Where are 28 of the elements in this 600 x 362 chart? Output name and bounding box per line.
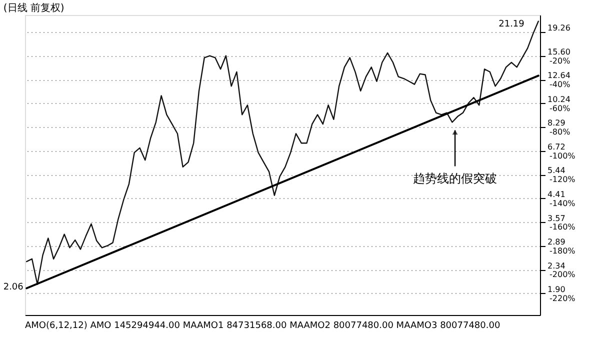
y-tick-label: 10.24	[548, 94, 570, 104]
y2-tick-label: -40%	[550, 80, 571, 90]
y-tick-label: 2.89	[548, 238, 566, 247]
text: AMO(6,12,12) AMO 145294944.00 MAAMO1 84731568.00 MAAMO2 80077480.00 MAAMO3 80077480.00	[25, 321, 500, 331]
y2-tick-label: -100%	[550, 151, 576, 160]
y-tick-label: 15.60	[548, 47, 570, 56]
y-tick-label: 12.64	[548, 71, 570, 80]
y-tick-label: 3.57	[548, 214, 566, 223]
y2-tick-label: -160%	[550, 222, 576, 232]
data-label: 2.06	[3, 282, 24, 292]
y2-tick-label: -180%	[550, 246, 576, 256]
y-tick-label: 8.29	[548, 118, 566, 128]
y2-tick-label: -200%	[550, 270, 576, 280]
annotation: 趋势线的假突破	[413, 171, 498, 186]
chart-title: (日线 前复权)	[3, 2, 64, 14]
y2-tick-label: -120%	[550, 175, 576, 184]
y-tick-label: 4.41	[548, 190, 566, 199]
y-tick-label: 5.44	[548, 166, 566, 176]
y-tick-label: 1.90	[548, 284, 566, 294]
y-tick-label: 6.72	[548, 142, 566, 152]
y2-tick-label: -220%	[550, 294, 576, 303]
y-tick-label: 19.26	[548, 24, 570, 33]
data-label: 21.19	[498, 19, 525, 30]
y2-tick-label: -60%	[550, 104, 571, 113]
y2-tick-label: -20%	[550, 56, 571, 66]
y2-tick-label: -140%	[550, 198, 576, 208]
y2-tick-label: -80%	[550, 128, 571, 137]
y-tick-label: 2.34	[548, 261, 566, 270]
